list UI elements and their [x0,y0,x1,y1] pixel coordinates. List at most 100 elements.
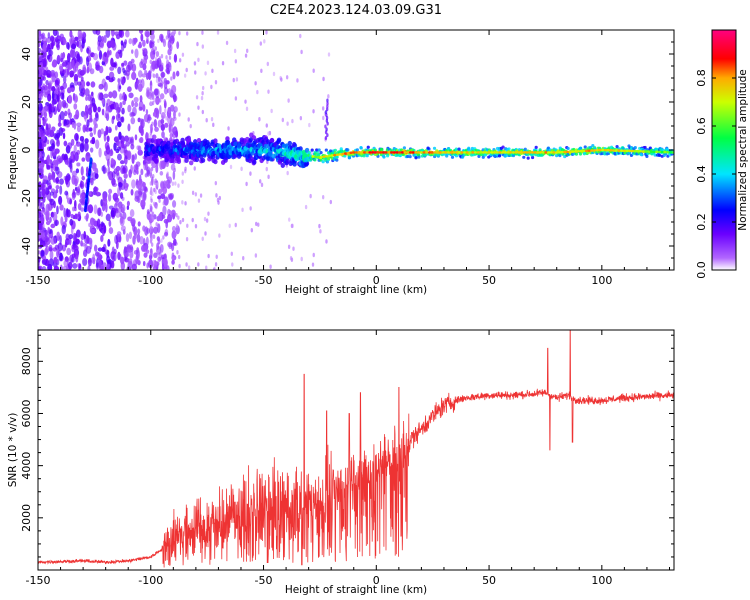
spectrogram-cell [528,151,532,154]
spectrogram-cell [123,155,128,165]
colorbar-tick-label: 0.2 [695,213,708,231]
spectrogram-cell [75,168,80,174]
spectrogram-cell [191,217,194,223]
spectrogram-cell [185,67,188,73]
spectrogram-cell [210,117,214,122]
spectrogram-cell [149,95,153,101]
spectrogram-cell [137,83,143,92]
spectrogram-cell [142,191,147,202]
spectrogram-cell [198,154,204,160]
spectrogram-cell [97,247,103,252]
spectrogram-cell [276,137,282,143]
spectrogram-cell [66,247,72,256]
spectrogram-cell [408,151,413,154]
spectrogram-ytick-label: -20 [20,189,33,207]
spectrogram-ytick-label: 0 [20,147,33,154]
spectrogram-cell [77,39,82,49]
spectrogram-cell [87,257,92,267]
spectrogram-cell [48,184,53,190]
spectrogram-cell [58,195,63,206]
spectrogram-cell [244,99,247,104]
spectrogram-cell [77,81,82,86]
spectrogram-cell [503,151,507,154]
spectrogram-cell [159,160,164,170]
spectrogram-cell [324,148,328,152]
spectrogram-cell [137,180,143,191]
colorbar-gradient [712,30,736,270]
spectrogram-cell [84,138,89,144]
spectrogram-cell [470,146,475,151]
spectrogram-cell [149,69,153,74]
spectrogram-xtick-label: -100 [138,274,163,287]
spectrogram-cell [460,155,465,159]
spectrogram-cell [555,151,559,154]
spectrogram-cell [327,154,331,158]
spectrogram-cell [360,151,364,154]
spectrogram-cell [152,134,157,140]
spectrogram-cell [71,194,76,200]
spectrogram-cell [72,232,76,243]
spectrogram-cell [115,200,119,206]
spectrogram-cell [201,109,205,115]
spectrogram-cell [74,36,79,41]
spectrogram-cell [187,117,190,122]
spectrogram-cell [125,69,131,77]
spectrogram-cell [95,258,99,268]
spectrogram-cell [206,142,212,148]
spectrogram-cell [292,246,295,251]
spectrogram-cell [150,65,153,70]
spectrogram-cell [119,102,123,109]
spectrogram-cell [194,224,198,229]
spectrogram-cell [52,30,58,37]
spectrogram-cell [216,30,220,35]
spectrogram-cell [121,78,125,86]
spectrogram-cell [163,86,168,95]
spectrogram-cell [138,41,142,48]
spectrogram-cell [112,115,116,120]
spectrogram-cell [427,151,432,154]
spectrogram-cell [168,32,171,42]
spectrogram-cell [450,155,455,159]
spectrogram-cell [158,56,162,61]
spectrogram-cell [107,158,110,167]
spectrogram-cell [160,238,163,243]
spectrogram-cell [120,135,125,145]
spectrogram-cell [214,80,218,85]
spectrogram-cell [45,123,49,131]
snr-xtick-label: -150 [26,574,51,587]
spectrogram-cell [425,151,429,154]
spectrogram-cell [51,126,56,132]
spectrogram-cell [151,100,155,106]
spectrogram-cell [181,217,185,223]
spectrogram-cell [245,106,249,111]
spectrogram-cell [240,166,243,172]
spectrogram-cell [129,209,135,218]
spectrogram-cell [71,59,75,70]
spectrogram-cell [75,238,80,245]
spectrogram-cell [45,220,51,226]
spectrogram-cell [202,152,207,158]
spectrogram-cell [60,57,64,63]
spectrogram-cell [46,139,50,145]
spectrogram-cell [42,196,46,203]
spectrogram-cell [77,203,82,211]
spectrogram-cell [534,145,538,149]
spectrogram-cell [80,180,85,190]
spectrogram-cell [80,200,86,206]
spectrogram-cell [150,236,153,242]
spectrogram-cell [614,149,618,152]
spectrogram-cell [92,165,97,172]
spectrogram-cell [291,223,294,229]
spectrogram-cell [68,237,72,246]
spectrogram-cell [168,194,174,201]
spectrogram-xtick-label: 100 [591,274,612,287]
spectrogram-cell [149,101,153,106]
snr-xtick-label: 50 [482,574,496,587]
spectrogram-cell [149,41,155,49]
spectrogram-cell [137,117,141,123]
spectrogram-xtick-label: 50 [482,274,496,287]
spectrogram-cell [134,153,138,160]
spectrogram-cell [168,55,172,60]
spectrogram-cell [263,143,269,149]
spectrogram-cell [49,35,55,42]
